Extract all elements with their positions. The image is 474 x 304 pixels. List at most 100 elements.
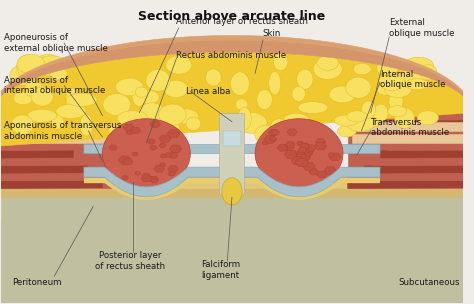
Polygon shape (347, 181, 463, 188)
Ellipse shape (166, 56, 192, 74)
Ellipse shape (159, 104, 186, 125)
Ellipse shape (384, 81, 411, 98)
Ellipse shape (353, 63, 371, 75)
Polygon shape (0, 174, 95, 181)
Ellipse shape (11, 115, 34, 134)
Polygon shape (364, 166, 463, 173)
Ellipse shape (33, 54, 63, 76)
Polygon shape (135, 171, 141, 175)
Polygon shape (389, 143, 463, 150)
Text: Peritoneum: Peritoneum (12, 278, 62, 287)
Polygon shape (381, 151, 463, 158)
Ellipse shape (117, 111, 148, 126)
Ellipse shape (317, 56, 338, 70)
Polygon shape (0, 134, 112, 143)
Ellipse shape (206, 69, 221, 86)
Ellipse shape (121, 78, 139, 95)
Polygon shape (430, 105, 463, 113)
Ellipse shape (66, 93, 97, 106)
Polygon shape (160, 154, 166, 158)
Polygon shape (0, 136, 59, 143)
Polygon shape (317, 171, 327, 178)
Polygon shape (356, 174, 463, 181)
Text: Linea alba: Linea alba (186, 87, 230, 96)
Ellipse shape (25, 80, 43, 97)
Polygon shape (123, 124, 135, 131)
Polygon shape (352, 122, 463, 131)
Text: Falciform
ligament: Falciform ligament (201, 260, 240, 280)
Polygon shape (0, 181, 102, 188)
Polygon shape (262, 141, 268, 145)
Polygon shape (277, 144, 288, 151)
Polygon shape (0, 143, 66, 150)
Ellipse shape (56, 104, 86, 119)
Ellipse shape (388, 106, 407, 117)
Polygon shape (315, 142, 327, 150)
Ellipse shape (285, 119, 300, 142)
Ellipse shape (271, 119, 288, 134)
Polygon shape (297, 150, 304, 155)
Polygon shape (149, 176, 158, 182)
Polygon shape (264, 135, 277, 143)
Polygon shape (151, 178, 158, 183)
Ellipse shape (17, 55, 37, 78)
Ellipse shape (377, 84, 395, 95)
Ellipse shape (146, 70, 170, 91)
Polygon shape (159, 143, 166, 148)
Polygon shape (84, 167, 380, 197)
Text: Posterior layer
of rectus sheath: Posterior layer of rectus sheath (95, 251, 165, 271)
Polygon shape (141, 175, 152, 182)
Ellipse shape (347, 111, 367, 122)
Ellipse shape (337, 126, 356, 137)
Polygon shape (0, 166, 88, 173)
Ellipse shape (392, 81, 410, 96)
Ellipse shape (292, 86, 305, 102)
Polygon shape (298, 147, 307, 153)
Ellipse shape (186, 117, 201, 130)
Polygon shape (304, 152, 311, 156)
Polygon shape (347, 98, 463, 188)
Ellipse shape (269, 71, 281, 95)
Polygon shape (284, 150, 297, 158)
Ellipse shape (38, 56, 65, 69)
Polygon shape (422, 113, 463, 120)
Polygon shape (0, 113, 37, 120)
Polygon shape (301, 148, 310, 153)
Ellipse shape (49, 67, 67, 80)
Polygon shape (329, 153, 341, 161)
Polygon shape (438, 98, 463, 105)
Ellipse shape (51, 115, 64, 129)
Ellipse shape (66, 88, 78, 111)
Text: Anterior layer of rectus sheath: Anterior layer of rectus sheath (176, 17, 309, 26)
Polygon shape (0, 176, 463, 197)
Polygon shape (287, 129, 297, 136)
Ellipse shape (150, 117, 180, 139)
Polygon shape (142, 173, 150, 178)
Ellipse shape (402, 65, 426, 87)
Ellipse shape (297, 69, 313, 89)
Ellipse shape (273, 54, 288, 71)
Polygon shape (294, 157, 304, 163)
Polygon shape (297, 142, 304, 146)
Ellipse shape (257, 90, 272, 110)
Polygon shape (0, 151, 73, 158)
Polygon shape (0, 176, 463, 303)
Polygon shape (0, 40, 473, 113)
Polygon shape (0, 98, 116, 188)
Polygon shape (373, 158, 463, 166)
Polygon shape (159, 163, 166, 167)
Polygon shape (219, 113, 245, 194)
Polygon shape (255, 119, 343, 188)
Ellipse shape (298, 102, 328, 114)
Text: Skin: Skin (262, 29, 281, 39)
Ellipse shape (171, 109, 199, 124)
Polygon shape (168, 166, 178, 172)
Polygon shape (0, 122, 112, 131)
Polygon shape (285, 141, 295, 147)
Polygon shape (315, 139, 326, 145)
Ellipse shape (406, 58, 430, 81)
Ellipse shape (27, 109, 57, 123)
Ellipse shape (230, 72, 249, 95)
Polygon shape (0, 128, 52, 135)
Text: Aponeurosis of transversus
abdominis muscle: Aponeurosis of transversus abdominis mus… (4, 121, 121, 140)
